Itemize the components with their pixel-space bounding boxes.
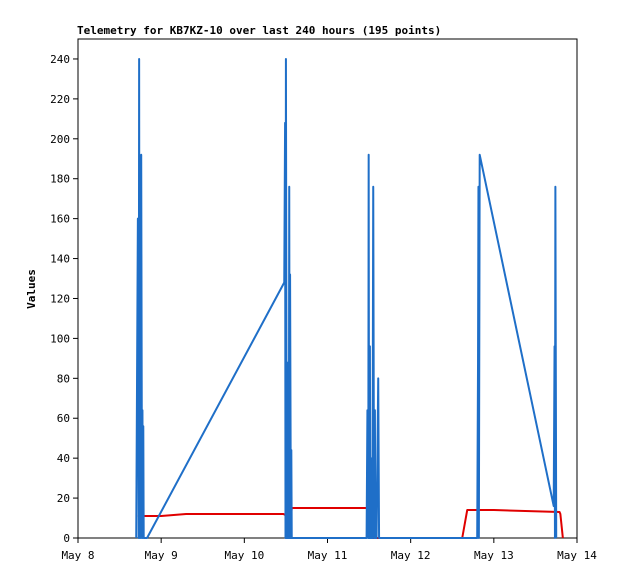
y-tick-label: 80 — [57, 372, 70, 385]
y-tick-label: 180 — [50, 173, 70, 186]
plot-frame — [77, 38, 578, 539]
x-tick-label: May 10 — [224, 549, 264, 562]
chart-title: Telemetry for KB7KZ-10 over last 240 hou… — [77, 24, 441, 37]
y-tick-label: 160 — [50, 213, 70, 226]
y-tick-label: 140 — [50, 253, 70, 266]
x-tick-label: May 12 — [391, 549, 431, 562]
x-tick-label: May 13 — [474, 549, 514, 562]
y-tick-label: 20 — [57, 492, 70, 505]
y-tick-label: 200 — [50, 133, 70, 146]
series-line-blue — [135, 57, 558, 539]
y-tick-label: 100 — [50, 332, 70, 345]
y-tick-label: 120 — [50, 292, 70, 305]
x-tick-label: May 9 — [145, 549, 178, 562]
y-tick-label: 40 — [57, 452, 70, 465]
y-axis-label: Values — [25, 269, 38, 309]
y-tick-label: 220 — [50, 93, 70, 106]
series-layer — [135, 57, 564, 539]
x-tick-label: May 8 — [61, 549, 94, 562]
x-tick-label: May 11 — [308, 549, 348, 562]
x-axis: May 8 May 9 May 10 May 11 May 12 May 13 May 14 — [61, 538, 597, 562]
y-tick-label: 0 — [63, 532, 70, 545]
x-tick-label: May 14 — [557, 549, 597, 562]
y-tick-label: 60 — [57, 412, 70, 425]
y-axis: 0 20 40 60 80 100 120 140 160 180 200 220 240 — [50, 53, 78, 545]
y-tick-label: 240 — [50, 53, 70, 66]
